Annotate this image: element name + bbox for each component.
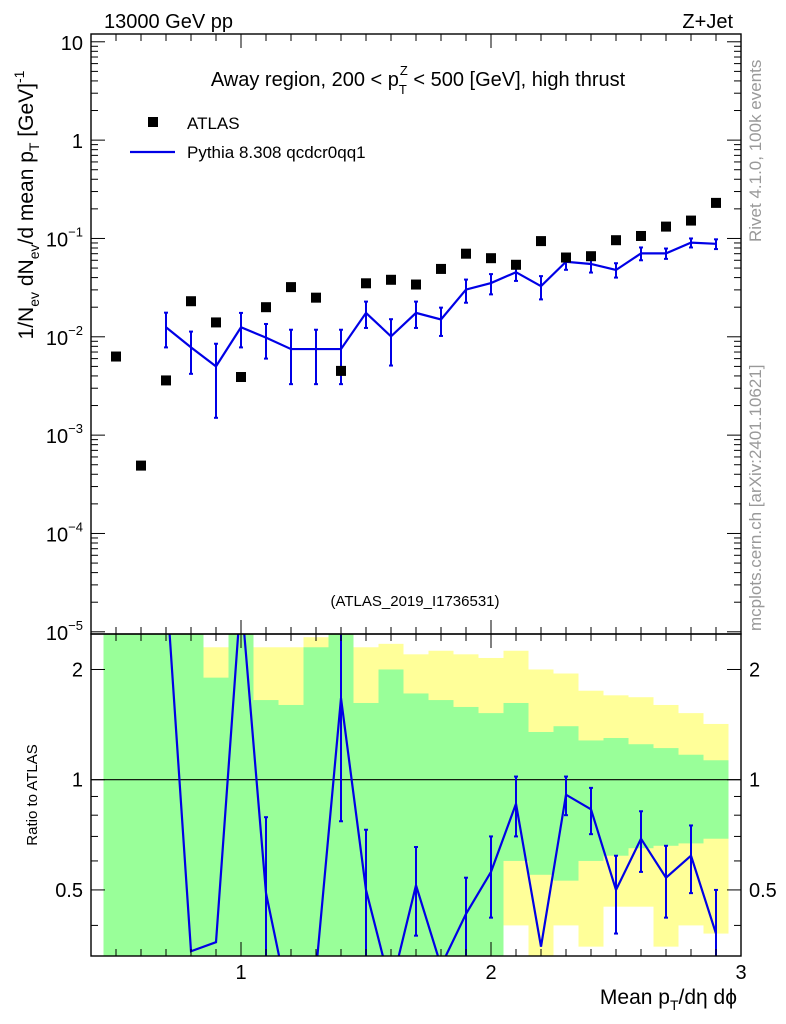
labels: 13000 GeV pp Z+Jet Away region, 200 < pTZ … — [11, 11, 737, 1013]
ratio-band-inner — [378, 669, 404, 956]
ratio-band-inner — [428, 700, 454, 956]
ratio-y-tick-label-left: 0.5 — [55, 880, 83, 902]
ratio-band-inner — [453, 706, 479, 956]
atlas-data-point — [636, 230, 646, 241]
atlas-data-point — [286, 282, 296, 293]
ratio-y-axis-title: Ratio to ATLAS — [24, 744, 41, 845]
ratio-band-inner — [653, 748, 679, 846]
legend-atlas-marker — [148, 117, 158, 127]
ratio-band-inner — [528, 731, 554, 875]
main-y-tick-label: 10−3 — [46, 421, 83, 448]
ratio-x-tick-label: 3 — [735, 962, 746, 984]
ratio-band-inner — [153, 634, 179, 956]
ratio-band-inner — [178, 634, 204, 956]
atlas-data-point — [161, 375, 171, 386]
x-axis-title: Mean pT/dη dϕ — [600, 986, 737, 1013]
atlas-data-point — [261, 302, 271, 313]
main-y-tick-label: 10−2 — [46, 323, 83, 350]
atlas-data-point — [686, 215, 696, 226]
atlas-data-point — [536, 236, 546, 247]
atlas-data-point — [436, 263, 446, 274]
atlas-data-point — [386, 274, 396, 285]
atlas-data-point — [661, 221, 671, 232]
main-y-tick-label: 10 — [61, 33, 83, 55]
legend: ATLAS Pythia 8.308 qcdcr0qq1 — [130, 114, 366, 162]
beam-energy-label: 13000 GeV pp — [104, 11, 233, 33]
main-y-tick-label: 10−1 — [46, 224, 83, 251]
ratio-x-tick-label: 2 — [485, 962, 496, 984]
atlas-data-point — [711, 197, 721, 208]
main-y-tick-label: 10−5 — [46, 618, 83, 645]
ratio-band-inner — [278, 704, 304, 956]
main-data-series — [111, 197, 721, 471]
atlas-data-point — [186, 296, 196, 307]
ratio-y-tick-label-right: 0.5 — [749, 880, 777, 902]
main-mc-series — [164, 237, 718, 419]
ratio-y-tick-label-right: 2 — [749, 659, 760, 681]
ratio-band-inner — [203, 677, 229, 956]
atlas-data-point — [361, 278, 371, 289]
ratio-band-inner — [128, 634, 154, 956]
main-y-axis-title: 1/Nev dNev/d mean pT [GeV]-1 — [11, 70, 42, 339]
ratio-mc-series — [168, 634, 718, 956]
main-y-tick-label: 10−4 — [46, 519, 83, 546]
atlas-data-point — [211, 317, 221, 328]
ratio-y-tick-label-right: 1 — [749, 770, 760, 792]
atlas-data-point — [511, 259, 521, 270]
mcplots-reference-label: mcplots.cern.ch [arXiv:2401.10621] — [746, 364, 765, 631]
main-y-tick-label: 1 — [72, 131, 83, 153]
ratio-band-inner — [703, 760, 729, 839]
atlas-data-point — [486, 253, 496, 264]
plot-title: Away region, 200 < pTZ < 500 [GeV], high… — [211, 63, 626, 97]
ratio-band-inner — [303, 647, 329, 956]
atlas-data-point — [461, 248, 471, 259]
atlas-data-point — [336, 365, 346, 376]
atlas-data-point — [586, 251, 596, 262]
analysis-id: (ATLAS_2019_I1736531) — [330, 593, 499, 610]
axes: 10 1 10−1 10−2 10−3 10−4 10−5 1 2 3 0.5 0.5 1 1 2 2 — [46, 33, 777, 984]
atlas-data-point — [311, 292, 321, 303]
atlas-data-point — [411, 279, 421, 290]
ratio-x-tick-label: 1 — [235, 962, 246, 984]
main-mc-line — [165, 241, 717, 368]
process-label: Z+Jet — [682, 11, 733, 33]
atlas-data-point — [611, 235, 621, 246]
legend-atlas-label: ATLAS — [187, 114, 240, 133]
atlas-data-point — [111, 351, 121, 362]
ratio-mc-line — [168, 634, 718, 956]
ratio-band-inner — [603, 737, 629, 856]
rivet-version-label: Rivet 4.1.0, 100k events — [746, 59, 765, 242]
atlas-data-point — [136, 460, 146, 471]
ratio-y-tick-label-left: 1 — [72, 770, 83, 792]
atlas-data-point — [561, 252, 571, 263]
atlas-data-point — [236, 372, 246, 383]
ratio-y-tick-label-left: 2 — [72, 659, 83, 681]
legend-pythia-label: Pythia 8.308 qcdcr0qq1 — [187, 143, 366, 162]
ratio-band-inner — [103, 634, 129, 956]
